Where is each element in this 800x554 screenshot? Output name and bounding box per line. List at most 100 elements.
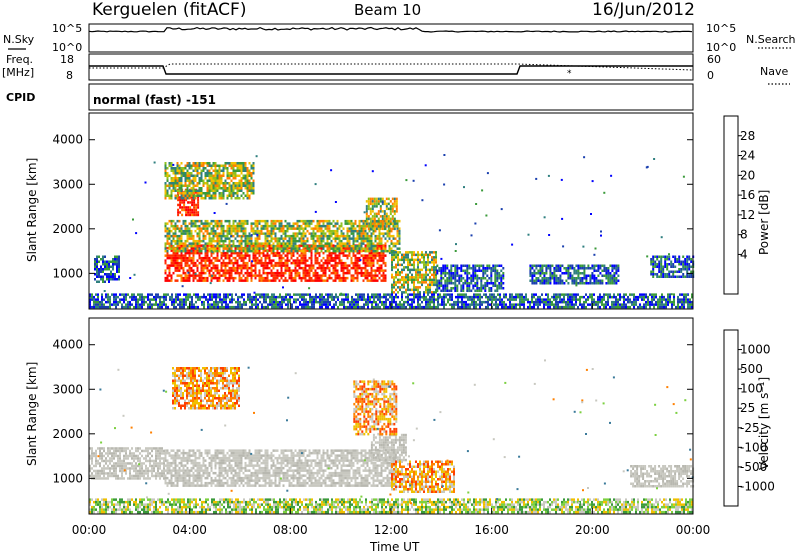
heatmap-cell: [268, 279, 271, 282]
heatmap-cell: [118, 275, 120, 278]
heatmap-cell: [276, 239, 279, 243]
heatmap-cell: [200, 279, 203, 282]
heatmap-cell: [468, 264, 471, 267]
heatmap-cell: [251, 300, 253, 304]
heatmap-cell: [258, 271, 261, 275]
heatmap-cell: [164, 162, 167, 165]
heatmap-cell: [364, 219, 367, 223]
heatmap-cell: [280, 269, 283, 272]
heatmap-cell: [539, 279, 542, 282]
heatmap-cell: [186, 237, 189, 240]
heatmap-cell: [236, 239, 239, 243]
heatmap-cell: [193, 305, 195, 309]
heatmap-cell: [220, 264, 223, 267]
heatmap-cell: [224, 237, 227, 240]
heatmap-cell: [222, 192, 225, 195]
heatmap-cell: [222, 244, 225, 248]
heatmap-cell: [230, 164, 233, 167]
heatmap-cell: [229, 305, 231, 309]
heatmap-cell: [264, 232, 267, 235]
heatmap-cell: [174, 232, 177, 235]
heatmap-cell: [433, 271, 435, 274]
heatmap-cell: [182, 271, 185, 275]
heatmap-cell: [246, 184, 249, 187]
heatmap-cell: [387, 305, 389, 309]
heatmap-cell: [252, 244, 255, 247]
heatmap-cell: [284, 219, 287, 223]
heatmap-cell: [115, 305, 117, 309]
heatmap-cell: [100, 265, 102, 268]
heatmap-cell: [202, 276, 205, 280]
heatmap-cell: [99, 305, 101, 309]
heatmap-cell: [286, 264, 289, 267]
heatmap-cell: [310, 266, 313, 270]
heatmap-cell: [242, 264, 245, 267]
heatmap-cell: [220, 169, 223, 172]
heatmap-cell: [236, 162, 239, 165]
heatmap-cell: [238, 264, 241, 267]
heatmap-cell: [202, 179, 205, 182]
heatmap-cell: [262, 266, 265, 270]
heatmap-cell: [327, 298, 329, 301]
heatmap-cell: [272, 242, 275, 245]
heatmap-cell: [168, 174, 171, 177]
heatmap-cell: [118, 265, 120, 268]
heatmap-cell: [288, 239, 291, 243]
heatmap-cell: [168, 184, 171, 187]
heatmap-cell: [107, 295, 109, 299]
heatmap-cell: [539, 269, 542, 272]
heatmap-cell: [151, 293, 153, 296]
heatmap-cell: [220, 222, 223, 225]
heatmap-cell: [255, 303, 257, 306]
heatmap-cell: [533, 274, 536, 277]
heatmap-cell: [261, 295, 263, 299]
heatmap-cell: [250, 242, 253, 245]
heatmap-cell: [652, 270, 655, 273]
heatmap-cell: [682, 255, 685, 258]
heatmap-cell: [272, 229, 275, 233]
heatmap-cell: [615, 264, 618, 267]
heatmap-cell: [290, 256, 293, 260]
heatmap-cell: [198, 194, 201, 197]
heatmap-cell: [237, 300, 239, 304]
heatmap-cell: [192, 222, 195, 225]
heatmap-cell: [374, 256, 377, 260]
heatmap-cell: [298, 237, 301, 240]
heatmap-cell: [435, 305, 437, 309]
heatmap-cell: [367, 217, 370, 221]
heatmap-cell: [207, 293, 209, 296]
heatmap-cell: [569, 274, 572, 277]
heatmap-cell: [153, 295, 155, 299]
heatmap-cell: [185, 300, 187, 304]
heatmap-cell: [336, 249, 339, 253]
heatmap-cell: [182, 172, 185, 175]
heatmap-cell: [222, 182, 225, 185]
heatmap-cell: [214, 182, 217, 185]
heatmap-cell: [286, 224, 289, 228]
heatmap-cell: [198, 187, 201, 190]
heatmap-cell: [196, 266, 199, 270]
heatmap-cell: [290, 274, 293, 277]
heatmap-cell: [192, 189, 195, 192]
heatmap-cell: [250, 234, 253, 238]
heatmap-cell: [266, 227, 269, 230]
heatmap-cell: [254, 256, 257, 260]
heatmap-cell: [421, 256, 423, 259]
heatmap-cell: [182, 222, 185, 225]
heatmap-cell: [425, 253, 427, 257]
heatmap-cell: [314, 269, 317, 272]
heatmap-cell: [214, 256, 217, 260]
heatmap-cell: [391, 222, 394, 226]
heatmap-cell: [241, 305, 243, 309]
heatmap-cell: [360, 234, 363, 238]
heatmap-cell: [100, 275, 102, 278]
heatmap-cell: [336, 254, 339, 257]
heatmap-cell: [599, 267, 602, 270]
heatmap-cell: [170, 274, 173, 277]
heatmap-cell: [189, 208, 192, 212]
heatmap-cell: [198, 239, 201, 243]
heatmap-cell: [332, 224, 335, 228]
heatmap-cell: [362, 249, 365, 252]
heatmap-cell: [198, 167, 201, 170]
heatmap-cell: [366, 242, 369, 245]
